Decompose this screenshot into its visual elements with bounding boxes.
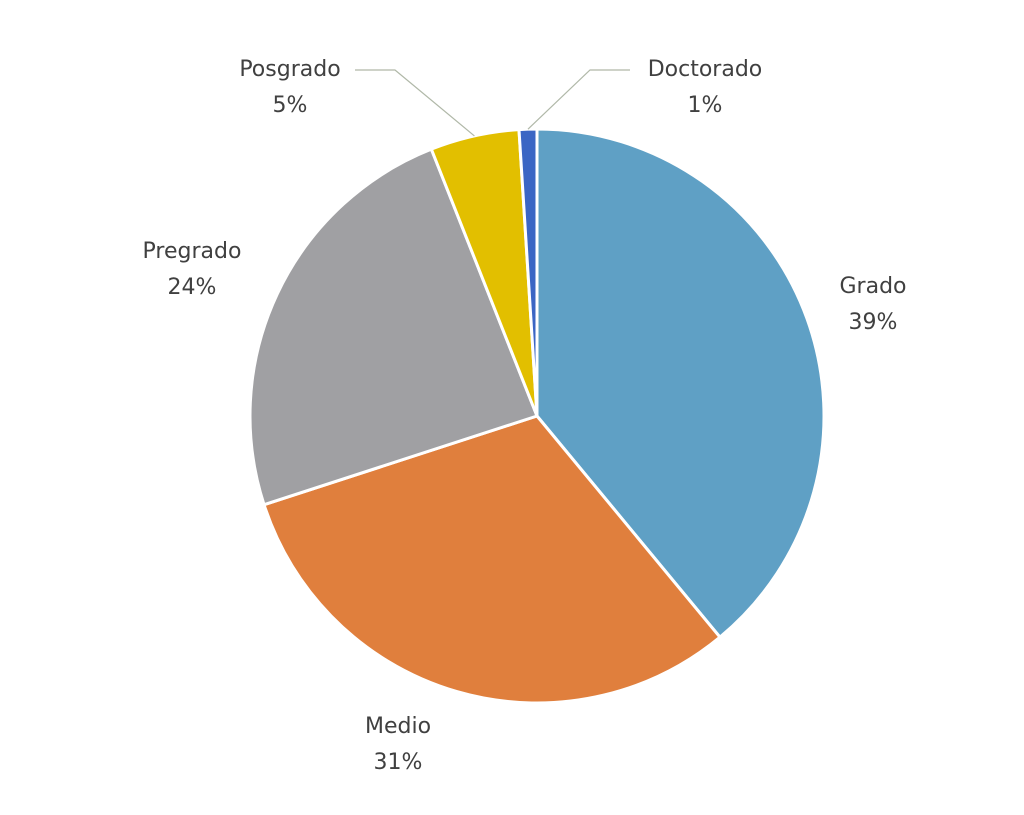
slice-label: Doctorado bbox=[648, 57, 763, 82]
slice-label: Pregrado bbox=[143, 239, 242, 264]
pie-slice bbox=[262, 414, 723, 705]
slice-label: Medio bbox=[365, 714, 431, 739]
slice-value-label: 1% bbox=[688, 93, 723, 118]
slice-value-label: 39% bbox=[849, 310, 898, 335]
slice-label: Posgrado bbox=[239, 57, 340, 82]
slice-value-label: 31% bbox=[374, 750, 423, 775]
slice-value-label: 5% bbox=[273, 93, 308, 118]
leader-line bbox=[527, 69, 630, 130]
pie-slice bbox=[535, 127, 826, 640]
slice-value-label: 24% bbox=[168, 275, 217, 300]
leader-line bbox=[355, 69, 475, 137]
slice-label: Grado bbox=[840, 274, 907, 299]
